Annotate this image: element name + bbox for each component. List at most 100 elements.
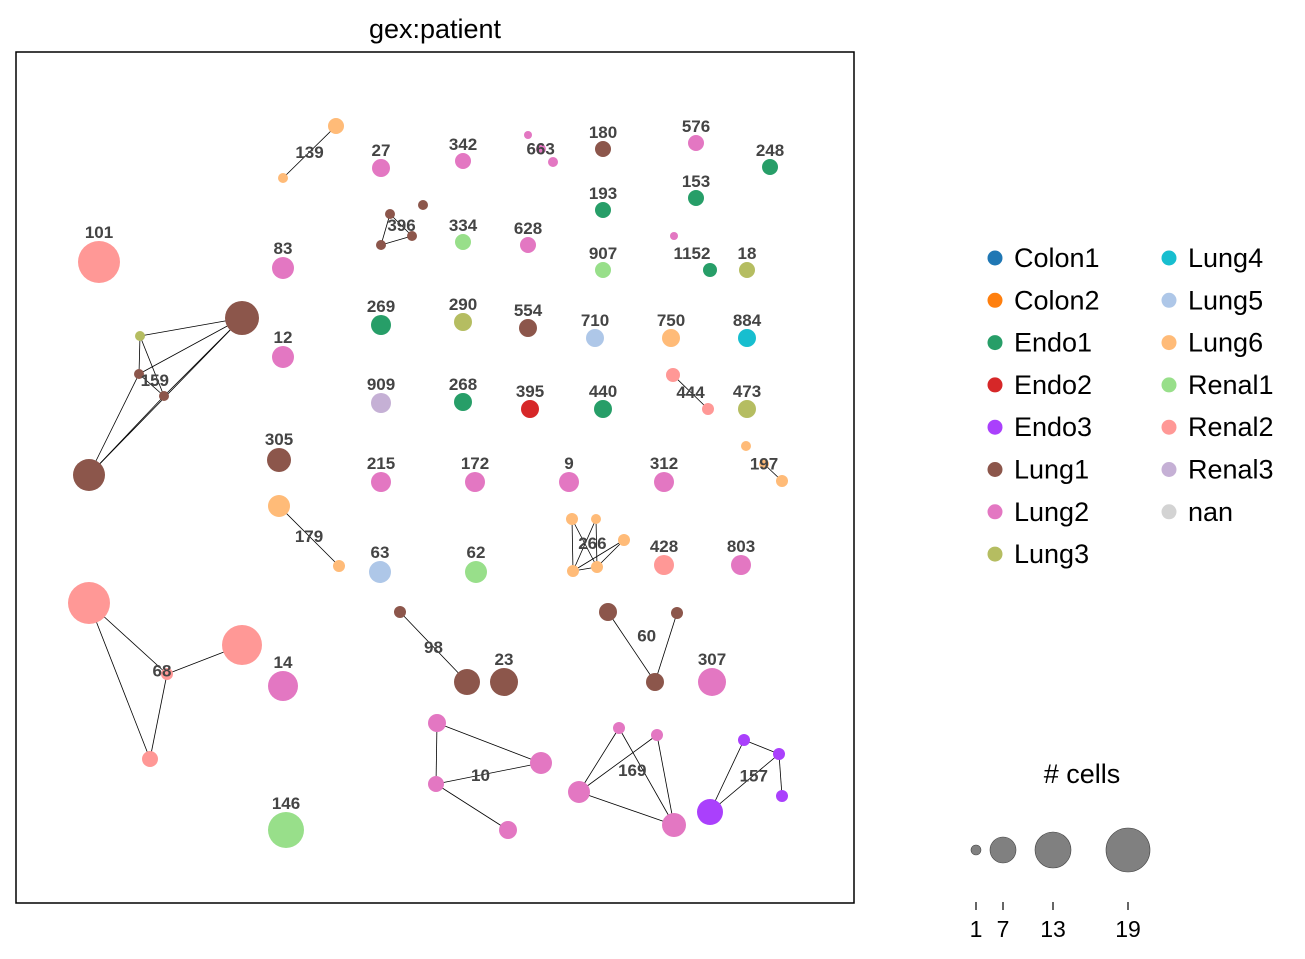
- clonotype-label: 628: [514, 219, 542, 238]
- clonotype-edge: [88, 395, 165, 476]
- clonotype-edge: [607, 611, 656, 683]
- clonotype-node: [371, 472, 391, 492]
- clonotype-label: 9: [564, 454, 573, 473]
- clonotype-edge: [778, 753, 783, 797]
- chart-title: gex:patient: [369, 14, 502, 44]
- size-legend-marker: [1105, 827, 1151, 873]
- clonotype-node: [78, 241, 120, 283]
- clonotype-node: [697, 799, 723, 825]
- clonotype-node: [618, 534, 630, 546]
- clonotype-node: [394, 606, 406, 618]
- clonotype-edge: [654, 612, 678, 683]
- legend-marker: [1161, 419, 1177, 435]
- clonotype-node: [465, 561, 487, 583]
- clonotype-label: 27: [372, 141, 391, 160]
- clonotype-node: [268, 671, 298, 701]
- clonotype-node: [134, 369, 144, 379]
- clonotype-edge: [618, 727, 675, 826]
- clonotype-node: [455, 234, 471, 250]
- clonotype-label: 307: [698, 650, 726, 669]
- clonotype-node: [454, 313, 472, 331]
- clonotype-node: [369, 561, 391, 583]
- legend-label: Renal3: [1188, 455, 1274, 485]
- clonotype-node: [68, 582, 110, 624]
- clonotype-node: [372, 159, 390, 177]
- clonotype-label: 180: [589, 123, 617, 142]
- legend-label: Lung1: [1014, 455, 1089, 485]
- clonotype-node: [272, 257, 294, 279]
- clonotype-label: 1152: [674, 244, 711, 263]
- clonotype-label: 334: [449, 216, 478, 235]
- legend-marker: [987, 250, 1003, 266]
- legend-marker: [1161, 504, 1177, 520]
- clonotype-label: 268: [449, 375, 477, 394]
- clonotype-node: [428, 776, 444, 792]
- clonotype-node: [225, 301, 259, 335]
- clonotype-edge: [436, 722, 542, 764]
- clonotype-node: [524, 131, 532, 139]
- clonotype-node: [161, 668, 173, 680]
- clonotype-edge: [435, 722, 438, 785]
- clonotype-node: [490, 668, 518, 696]
- clonotype-label: 710: [581, 311, 609, 330]
- clonotype-edge: [656, 734, 675, 826]
- clonotype-label: 269: [367, 297, 395, 316]
- clonotype-node: [595, 202, 611, 218]
- clonotype-label: 159: [141, 371, 169, 390]
- clonotype-label: 153: [682, 172, 710, 191]
- legend-marker: [1161, 377, 1177, 393]
- legend-label: Endo1: [1014, 328, 1092, 358]
- clonotype-node: [591, 514, 601, 524]
- clonotype-label: 248: [756, 141, 784, 160]
- clonotype-node: [418, 200, 428, 210]
- legend-marker: [987, 462, 1003, 477]
- legend-marker: [1161, 292, 1177, 308]
- clonotype-label: 18: [738, 244, 757, 263]
- clonotype-edge: [139, 317, 243, 337]
- clonotype-label: 197: [750, 455, 778, 474]
- clonotype-edge: [380, 235, 413, 246]
- clonotype-label: 169: [618, 761, 646, 780]
- size-legend-tick-label: 19: [1115, 916, 1141, 942]
- clonotype-node: [272, 346, 294, 368]
- clonotype-node: [666, 368, 680, 382]
- legend-marker: [987, 546, 1003, 562]
- clonotype-label: 444: [676, 383, 705, 402]
- clonotype-edge: [435, 762, 542, 785]
- size-legend-title: # cells: [1044, 759, 1121, 789]
- clonotype-label: 101: [85, 223, 113, 242]
- clonotype-node: [662, 813, 686, 837]
- clonotype-node: [268, 812, 304, 848]
- clonotype-node: [73, 459, 105, 491]
- clonotype-node: [591, 561, 603, 573]
- clonotype-edge: [578, 734, 658, 793]
- clonotype-node: [613, 722, 625, 734]
- clonotype-node: [595, 141, 611, 157]
- clonotype-label: 396: [387, 216, 415, 235]
- legend-marker: [987, 292, 1003, 308]
- clonotype-node: [428, 714, 446, 732]
- clonotype-label: 395: [516, 382, 544, 401]
- clonotype-nodes: [68, 118, 788, 848]
- size-legend-tick-label: 1: [970, 916, 983, 942]
- clonotype-edge: [278, 505, 340, 567]
- size-legend-tick-label: 13: [1040, 916, 1066, 942]
- clonotype-label: 157: [740, 767, 768, 786]
- clonotype-edge: [138, 317, 243, 375]
- clonotype-node: [776, 475, 788, 487]
- clonotype-node: [654, 472, 674, 492]
- clonotype-node: [762, 159, 778, 175]
- clonotype-label: 139: [295, 143, 323, 162]
- clonotype-edge: [572, 539, 625, 572]
- clonotype-edge: [578, 727, 620, 793]
- legend-label: Renal2: [1188, 412, 1274, 442]
- clonotype-edge: [138, 335, 141, 375]
- clonotype-node: [222, 625, 262, 665]
- clonotype-node: [738, 734, 750, 746]
- clonotype-label: 215: [367, 454, 395, 473]
- clonotype-node: [776, 790, 788, 802]
- legend-label: Endo2: [1014, 370, 1092, 400]
- patient-legend: Colon1 Colon2 Endo1 Endo2 Endo3 Lung1 Lung2 Lun…: [987, 243, 1274, 569]
- legend-label: Endo3: [1014, 412, 1092, 442]
- clonotype-node: [371, 315, 391, 335]
